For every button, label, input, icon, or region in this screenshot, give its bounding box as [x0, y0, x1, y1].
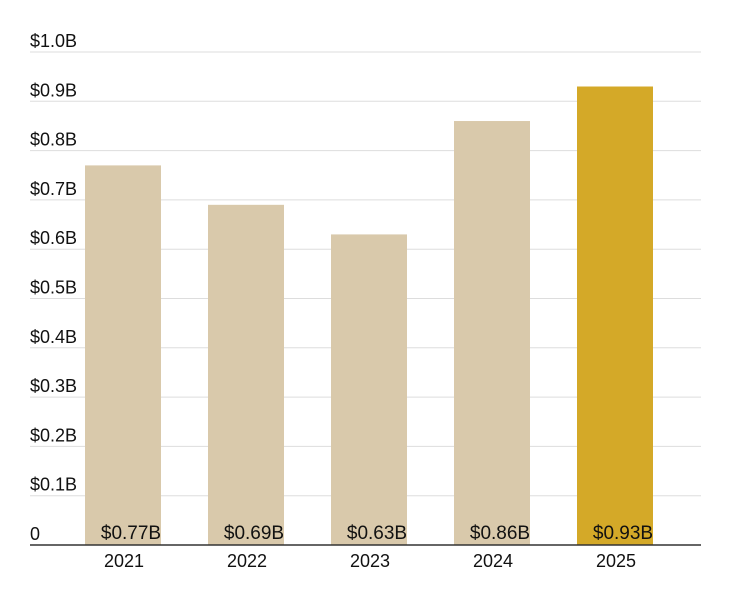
bar-value-labels: $0.77B $0.69B $0.63B $0.86B $0.93B: [101, 523, 653, 544]
y-tick-label: $0.6B: [30, 228, 77, 248]
bar-2025: [577, 86, 653, 545]
y-tick-label: $0.5B: [30, 278, 77, 298]
bars: [85, 86, 653, 546]
bar-value-label: $0.93B: [593, 523, 653, 544]
bar-2021: [85, 165, 161, 545]
y-tick-label: $0.2B: [30, 425, 77, 445]
y-tick-label: 0: [30, 524, 40, 544]
x-tick-label: 2025: [596, 551, 636, 571]
y-tick-label: $0.8B: [30, 130, 77, 150]
y-tick-label: $0.4B: [30, 327, 77, 347]
bar-value-label: $0.86B: [470, 523, 530, 544]
bar-2023: [331, 234, 407, 545]
x-axis-tick-labels: 2021 2022 2023 2024 2025: [104, 551, 636, 571]
bar-2022: [208, 204, 284, 545]
bar-value-label: $0.69B: [224, 523, 284, 544]
bar-2024: [454, 121, 530, 546]
bar-value-label: $0.63B: [347, 523, 407, 544]
y-axis-tick-labels: 0 $0.1B $0.2B $0.3B $0.4B $0.5B $0.6B $0.7B $0.8…: [30, 31, 77, 544]
y-tick-label: $0.9B: [30, 80, 77, 100]
bar-value-label: $0.77B: [101, 523, 161, 544]
x-tick-label: 2022: [227, 551, 267, 571]
x-tick-label: 2021: [104, 551, 144, 571]
x-tick-label: 2024: [473, 551, 513, 571]
y-tick-label: $0.1B: [30, 475, 77, 495]
y-tick-label: $1.0B: [30, 31, 77, 51]
y-tick-label: $0.3B: [30, 376, 77, 396]
x-tick-label: 2023: [350, 551, 390, 571]
y-tick-label: $0.7B: [30, 179, 77, 199]
